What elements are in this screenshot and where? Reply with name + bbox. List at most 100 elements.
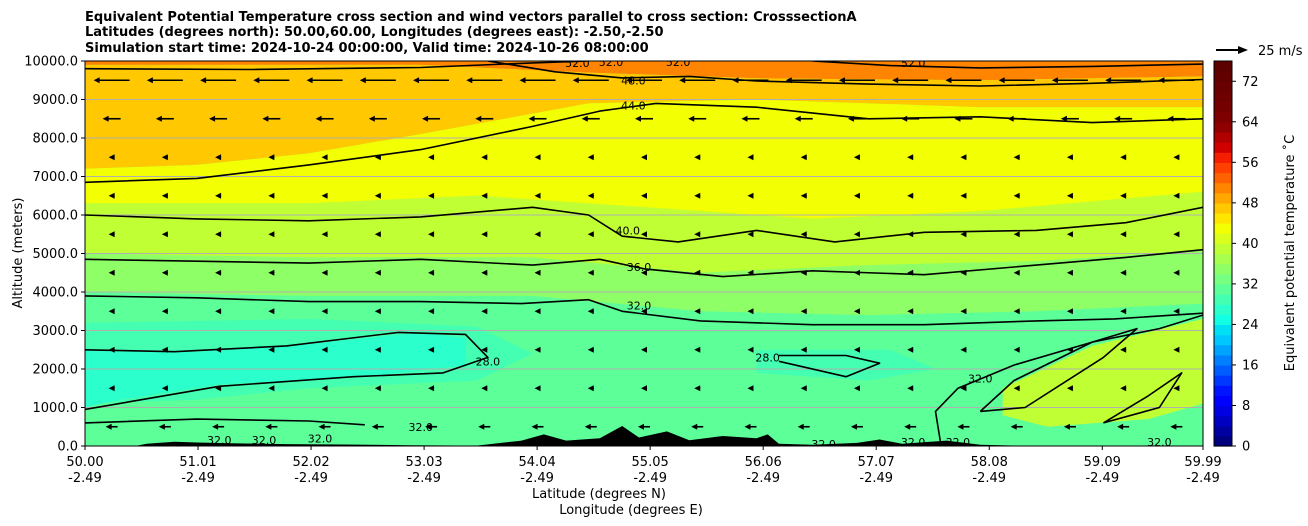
wind-vectors: [93, 77, 1195, 430]
wind-vector-head: [853, 308, 860, 315]
wind-vector-head: [960, 192, 967, 199]
wind-vector-head: [800, 192, 807, 199]
colorbar-segment: [1214, 152, 1232, 163]
colorbar-segment: [1214, 263, 1232, 275]
wind-vector-head: [797, 423, 804, 430]
wind-vector-head: [268, 269, 275, 276]
wind-vector-head: [694, 154, 701, 161]
wind-vector-head: [945, 77, 952, 84]
wind-vector-head: [321, 385, 328, 392]
x-tick-lat: 51.01: [179, 455, 216, 470]
x-tick-lon: -2.49: [1085, 471, 1119, 486]
wind-vector-head: [794, 115, 801, 122]
wind-vector-head: [1120, 308, 1127, 315]
x-axis-ticks: 50.00-2.4951.01-2.4952.02-2.4953.03-2.49…: [66, 446, 1222, 486]
wind-vector-head: [907, 269, 914, 276]
wind-vector-head: [209, 115, 216, 122]
wind-vector-head: [587, 231, 594, 238]
wind-vector-head: [108, 269, 115, 276]
x-tick-lat: 56.06: [745, 455, 782, 470]
wind-vector-head: [1173, 192, 1180, 199]
wind-vector-head: [960, 231, 967, 238]
wind-vector-head: [481, 231, 488, 238]
wind-vector-head: [478, 423, 485, 430]
wind-vector-head: [1013, 385, 1020, 392]
wind-vector-head: [907, 231, 914, 238]
wind-vector-head: [158, 423, 165, 430]
wind-vector-head: [587, 385, 594, 392]
colorbar-segment: [1214, 61, 1232, 72]
contour-32-12: [85, 418, 365, 426]
colorbar-tick-label: 32: [1242, 277, 1259, 292]
wind-vector-head: [374, 154, 381, 161]
y-axis-label: Altitude (meters): [11, 198, 26, 309]
wind-vector-head: [954, 115, 961, 122]
wind-vector-head: [1173, 154, 1180, 161]
wind-vector-head: [108, 192, 115, 199]
contour-label-8: 32.0: [627, 299, 652, 312]
colorbar-tick-label: 48: [1242, 196, 1259, 211]
wind-vector-head: [572, 77, 579, 84]
wind-vector-head: [800, 154, 807, 161]
wind-vector-head: [413, 77, 420, 84]
wind-vector-head: [747, 385, 754, 392]
wind-vector-head: [371, 423, 378, 430]
wind-vector-head: [161, 269, 168, 276]
contour-28-7: [85, 331, 489, 411]
colorbar-segment: [1214, 304, 1232, 315]
wind-vector-head: [253, 77, 260, 84]
colorbar-tick-label: 24: [1242, 318, 1259, 333]
wind-vector-head: [359, 77, 366, 84]
contour-40-4: [85, 206, 1203, 243]
x-tick-lat: 58.08: [971, 455, 1008, 470]
wind-vector-head: [425, 423, 432, 430]
colorbar-segment: [1214, 324, 1232, 336]
wind-vector-head: [374, 231, 381, 238]
wind-vector-head: [428, 346, 435, 353]
colorbar-segment: [1214, 334, 1232, 346]
title-line-1: Equivalent Potential Temperature cross s…: [85, 10, 857, 25]
wind-vector-head: [960, 154, 967, 161]
wind-vector-head: [1170, 423, 1177, 430]
wind-vector-head: [907, 308, 914, 315]
colorbar-segment: [1214, 121, 1232, 133]
wind-vector-head: [1066, 385, 1073, 392]
wind-vector-head: [853, 154, 860, 161]
colorbar-tick-label: 72: [1242, 75, 1259, 90]
wind-vector-head: [853, 269, 860, 276]
x-tick-lon: -2.49: [181, 471, 215, 486]
wind-vector-head: [694, 192, 701, 199]
wind-vector-head: [581, 115, 588, 122]
wind-vector-head: [1013, 269, 1020, 276]
colorbar-tick-label: 64: [1242, 115, 1259, 130]
wind-reference-key: 25 m/s: [1216, 44, 1303, 59]
colorbar-segment: [1214, 142, 1232, 153]
contour-label-2: 52.0: [666, 56, 691, 69]
plot-area: 52.0 52.0 52.0 52.0 48.0 44.0 40.0 36.0 32.0 28.0…: [84, 56, 1204, 447]
wind-vector-head: [800, 269, 807, 276]
x-tick-lat: 57.07: [858, 455, 895, 470]
wind-vector-head: [1120, 154, 1127, 161]
x-tick-lat: 54.04: [519, 455, 556, 470]
colorbar-segment: [1214, 162, 1232, 174]
wind-vector-head: [1066, 192, 1073, 199]
contour-44-3: [85, 102, 1203, 184]
wind-vector-head: [641, 269, 647, 276]
wind-vector-head: [265, 423, 272, 430]
colorbar-segment: [1214, 344, 1232, 356]
wind-vector-head: [694, 346, 701, 353]
wind-vector-head: [466, 77, 473, 84]
wind-vector-head: [108, 231, 115, 238]
wind-vector-head: [1066, 308, 1073, 315]
colorbar-segment: [1214, 425, 1232, 437]
x-tick-lon: -2.49: [294, 471, 328, 486]
fill-band-8: [756, 349, 936, 381]
wind-vector-head: [315, 115, 322, 122]
y-tick-label: 1000.0: [33, 401, 79, 416]
wind-vector-head: [1120, 192, 1127, 199]
y-tick-label: 9000.0: [33, 93, 79, 108]
contour-label-9: 28.0: [476, 355, 501, 368]
contour-label-3: 52.0: [901, 57, 926, 70]
wind-vector-head: [800, 231, 807, 238]
wind-vector-head: [800, 385, 807, 392]
